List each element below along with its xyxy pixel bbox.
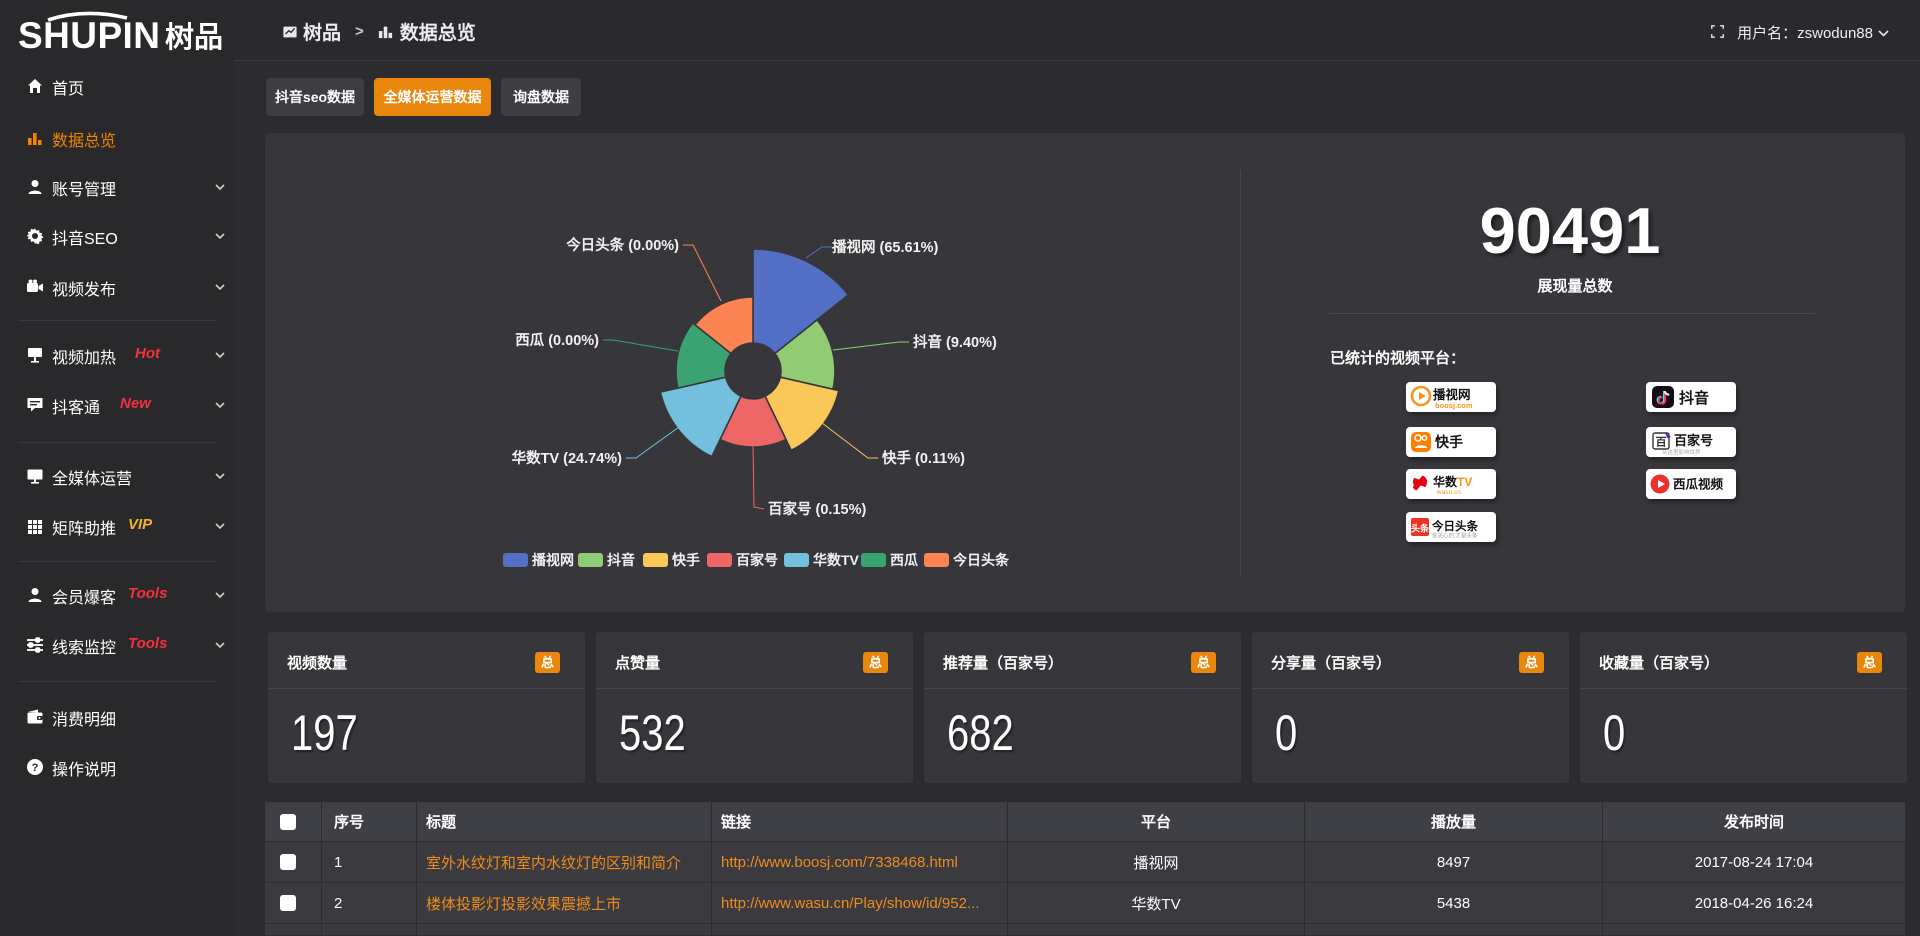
svg-text:今日头条: 今日头条	[952, 552, 1010, 568]
svg-text:boosj.com: boosj.com	[1435, 401, 1473, 410]
svg-text:今日头条: 今日头条	[1431, 519, 1478, 533]
svg-text:华数TV: 华数TV	[813, 552, 860, 568]
svg-text:播视网 (65.61%): 播视网 (65.61%)	[832, 238, 939, 256]
svg-text:播视网: 播视网	[1433, 387, 1471, 402]
svg-text:抖音 (9.40%): 抖音 (9.40%)	[913, 333, 997, 351]
svg-text:wasu.cn: wasu.cn	[1436, 489, 1461, 496]
svg-text:播视网: 播视网	[532, 552, 574, 568]
svg-text:百家号: 百家号	[1674, 433, 1713, 448]
svg-text:百家号 (0.15%): 百家号 (0.15%)	[768, 500, 866, 518]
svg-text:抖音: 抖音	[607, 552, 635, 568]
svg-text:快手: 快手	[1435, 434, 1463, 450]
svg-text:头条: 头条	[1411, 523, 1430, 534]
svg-text:百: 百	[1656, 436, 1667, 449]
svg-text:快手 (0.11%): 快手 (0.11%)	[882, 449, 965, 467]
svg-text:你关心的,才是头条: 你关心的,才是头条	[1432, 532, 1478, 540]
svg-text:百家号: 百家号	[736, 552, 778, 568]
svg-text:?: ?	[32, 762, 39, 774]
svg-text:从这里影响世界: 从这里影响世界	[1662, 448, 1701, 456]
svg-text:华数TV: 华数TV	[1433, 474, 1472, 489]
svg-text:SHUPIN: SHUPIN	[18, 15, 160, 56]
svg-text:西瓜: 西瓜	[890, 552, 918, 568]
svg-text:华数TV (24.74%): 华数TV (24.74%)	[512, 449, 623, 467]
svg-text:树品: 树品	[165, 21, 223, 54]
svg-text:西瓜视频: 西瓜视频	[1673, 477, 1724, 492]
svg-text:抖音: 抖音	[1679, 389, 1709, 407]
svg-text:西瓜 (0.00%): 西瓜 (0.00%)	[515, 332, 599, 349]
svg-text:今日头条 (0.00%): 今日头条 (0.00%)	[565, 236, 679, 254]
svg-text:快手: 快手	[672, 552, 700, 568]
